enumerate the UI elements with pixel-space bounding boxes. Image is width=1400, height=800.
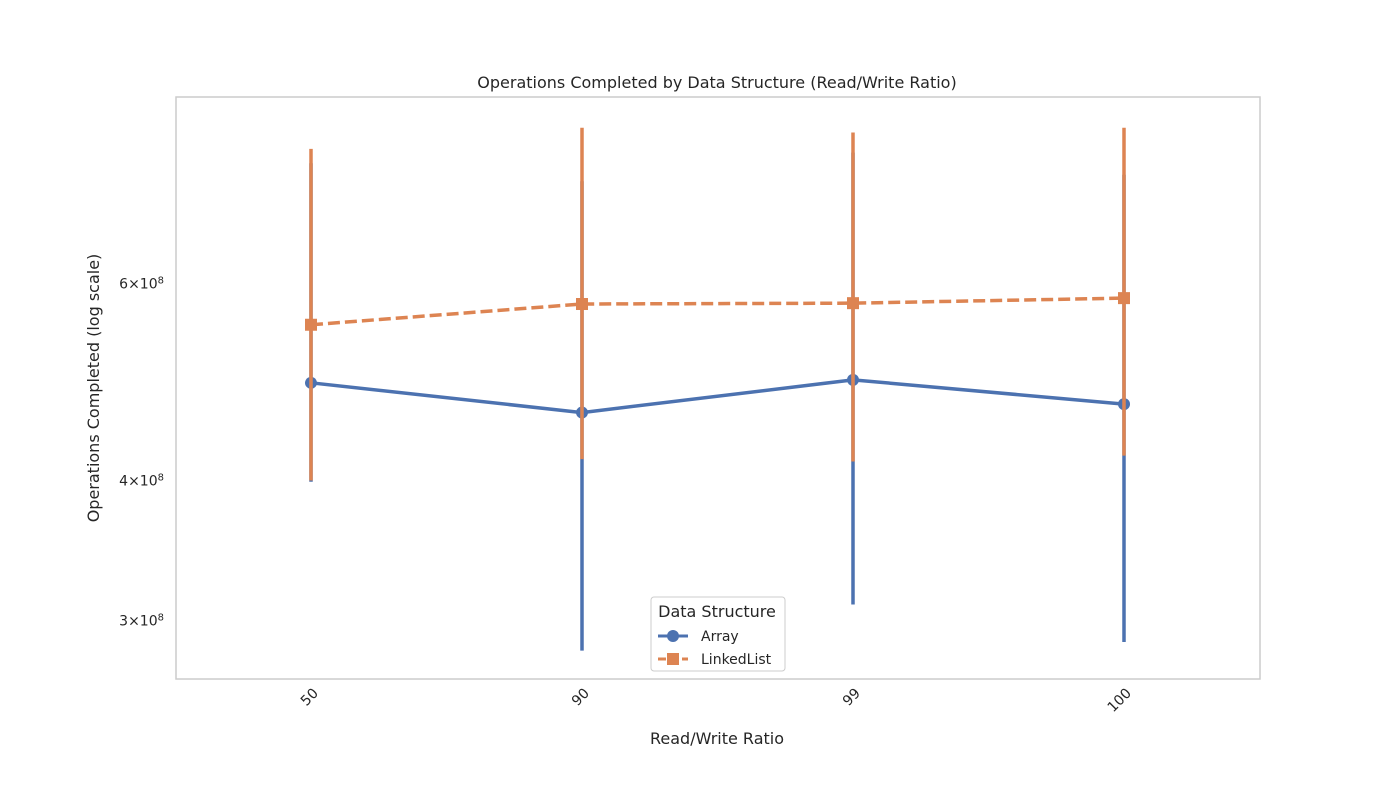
data-point <box>847 297 859 310</box>
x-tick-label: 99 <box>840 686 864 710</box>
x-axis-ticks: 50 90 99 100 <box>298 686 1135 716</box>
legend-label: Array <box>701 629 739 645</box>
legend-label: LinkedList <box>701 652 772 668</box>
data-point <box>576 298 588 311</box>
x-axis-label: Read/Write Ratio <box>650 729 784 748</box>
y-axis-ticks: 3×108 4×108 6×108 <box>119 275 164 630</box>
legend-marker <box>667 653 679 665</box>
x-tick-label: 90 <box>569 686 593 710</box>
legend-item: Array <box>658 629 739 645</box>
data-point <box>1118 292 1130 305</box>
series-line <box>310 296 1125 327</box>
legend-box <box>650 596 786 672</box>
data-point <box>305 318 317 331</box>
plot-frame <box>175 96 1261 680</box>
x-tick-label: 50 <box>298 686 322 710</box>
legend: Data Structure Array LinkedList <box>650 596 786 672</box>
series-linkedlist <box>305 127 1130 481</box>
y-tick-label: 4×108 <box>119 472 164 490</box>
x-tick-label: 100 <box>1105 686 1135 716</box>
series-array <box>305 152 1130 651</box>
series-line <box>310 378 1125 415</box>
y-axis-label: Operations Completed (log scale) <box>84 254 103 523</box>
chart-title: Operations Completed by Data Structure (… <box>477 73 956 92</box>
legend-marker <box>667 630 679 642</box>
y-tick-label: 6×108 <box>119 275 164 293</box>
legend-item: LinkedList <box>658 652 772 668</box>
y-tick-label: 3×108 <box>119 612 164 630</box>
legend-title: Data Structure <box>658 602 776 621</box>
series-layer <box>305 127 1130 651</box>
